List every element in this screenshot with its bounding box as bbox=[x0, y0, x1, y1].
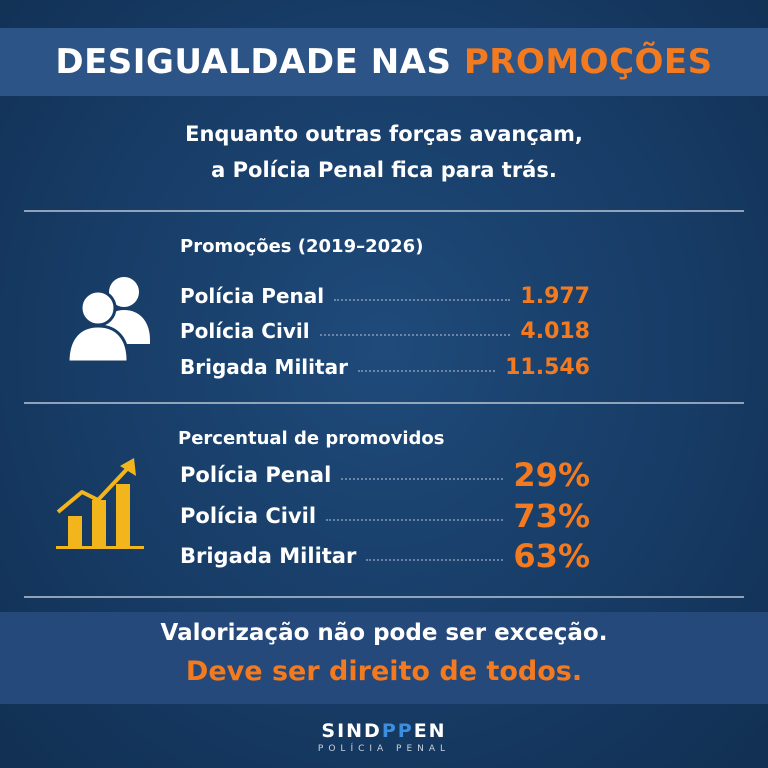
brand-name-end: EN bbox=[413, 720, 447, 742]
brand-logo: SINDPPEN POLÍCIA PENAL bbox=[0, 720, 768, 754]
percent-row: Polícia Civil 73% bbox=[180, 497, 590, 535]
row-label: Polícia Penal bbox=[180, 284, 325, 308]
subtitle-line-2: a Polícia Penal fica para trás. bbox=[211, 158, 557, 182]
brand-subtitle: POLÍCIA PENAL bbox=[317, 744, 451, 754]
row-label: Polícia Penal bbox=[180, 463, 332, 487]
promotions-row: Polícia Penal 1.977 bbox=[180, 280, 590, 312]
dotted-leader bbox=[357, 370, 496, 372]
percent-row: Brigada Militar 63% bbox=[180, 537, 590, 575]
subtitle: Enquanto outras forças avançam, a Políci… bbox=[0, 116, 768, 188]
divider-bottom bbox=[24, 596, 744, 598]
row-label: Brigada Militar bbox=[180, 544, 357, 568]
row-value: 63% bbox=[513, 537, 590, 575]
dotted-leader bbox=[319, 334, 511, 336]
subtitle-line-1: Enquanto outras forças avançam, bbox=[185, 122, 583, 146]
title-orange: PROMOÇÕES bbox=[463, 42, 713, 82]
row-value: 1.977 bbox=[520, 283, 590, 309]
footer-band bbox=[0, 612, 768, 704]
percent-heading: Percentual de promovidos bbox=[178, 428, 445, 449]
header-band: DESIGUALDADE NAS PROMOÇÕES bbox=[0, 28, 768, 96]
row-value: 73% bbox=[513, 497, 590, 535]
promotions-row: Polícia Civil 4.018 bbox=[180, 315, 590, 347]
row-value: 4.018 bbox=[520, 318, 590, 344]
brand-name-pp: PP bbox=[381, 720, 414, 742]
bar-chart-growth-icon bbox=[56, 458, 144, 549]
row-value: 29% bbox=[513, 456, 590, 494]
dotted-leader bbox=[334, 299, 511, 301]
divider-top bbox=[24, 210, 744, 212]
page-title: DESIGUALDADE NAS PROMOÇÕES bbox=[55, 42, 712, 82]
promotions-row: Brigada Militar 11.546 bbox=[180, 351, 590, 383]
people-icon bbox=[66, 277, 150, 364]
title-white: DESIGUALDADE NAS bbox=[55, 42, 452, 82]
footer-line-2: Deve ser direito de todos. bbox=[185, 656, 583, 687]
dotted-leader bbox=[341, 478, 504, 480]
row-value: 11.546 bbox=[505, 354, 590, 380]
divider-middle bbox=[24, 402, 744, 404]
brand-name-start: SIND bbox=[321, 720, 382, 742]
dotted-leader bbox=[366, 559, 504, 561]
row-label: Polícia Civil bbox=[180, 504, 317, 528]
row-label: Polícia Civil bbox=[180, 319, 310, 343]
percent-row: Polícia Penal 29% bbox=[180, 456, 590, 494]
dotted-leader bbox=[326, 519, 504, 521]
row-label: Brigada Militar bbox=[180, 355, 348, 379]
brand-name: SINDPPEN bbox=[0, 720, 768, 742]
footer-line-1: Valorização não pode ser exceção. bbox=[160, 620, 608, 646]
promotions-heading: Promoções (2019–2026) bbox=[180, 236, 424, 257]
